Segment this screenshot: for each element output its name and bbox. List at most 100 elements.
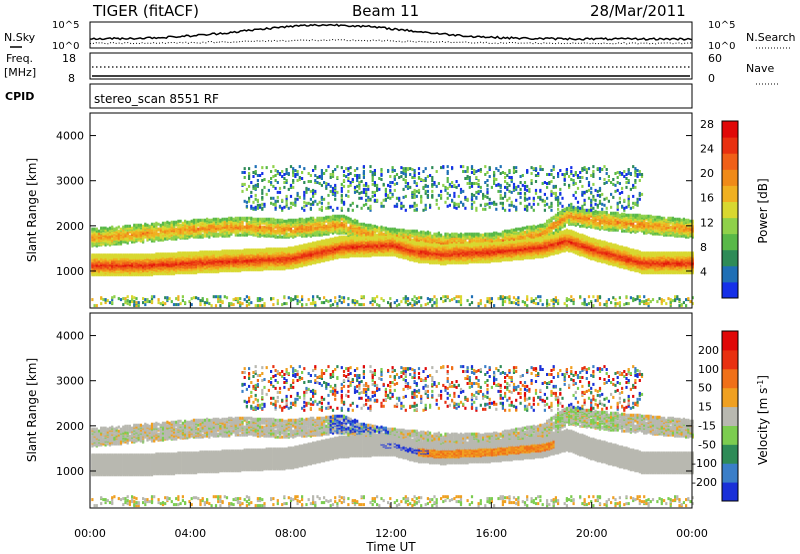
power-cell <box>331 189 335 193</box>
power-cell <box>131 253 134 257</box>
power-cell <box>93 253 96 257</box>
power-cell <box>267 188 270 192</box>
power-cell <box>331 173 335 176</box>
power-cell <box>241 171 244 174</box>
power-cell <box>199 302 202 306</box>
power-cell <box>334 168 337 171</box>
power-cell <box>164 221 167 225</box>
power-cell <box>303 167 306 171</box>
power-cell <box>159 223 162 227</box>
power-cell <box>135 223 138 227</box>
power-cell <box>292 229 295 233</box>
power-cell <box>296 170 299 173</box>
power-cell <box>122 253 125 257</box>
power-cell <box>217 250 220 254</box>
power-cell <box>228 302 231 306</box>
power-cell <box>259 225 262 229</box>
power-cell <box>95 227 98 231</box>
power-cell <box>250 181 253 184</box>
power-cell <box>327 300 330 304</box>
power-cell <box>287 187 290 191</box>
power-cell <box>336 165 339 169</box>
power-cell <box>338 295 341 299</box>
power-cell <box>309 180 312 183</box>
power-cell <box>367 206 370 210</box>
power-cell <box>276 235 279 239</box>
power-cell <box>243 298 246 302</box>
power-cell <box>133 230 136 234</box>
power-cell <box>230 302 233 306</box>
power-cell <box>256 217 259 221</box>
power-cell <box>219 218 222 222</box>
power-cell <box>371 182 374 186</box>
power-cell <box>274 169 277 172</box>
power-cell <box>318 216 321 220</box>
power-cell <box>276 190 279 194</box>
power-cell <box>261 188 264 192</box>
power-cell <box>181 295 184 299</box>
power-cell <box>340 182 343 186</box>
power-cell <box>164 252 167 256</box>
power-cell <box>111 239 114 243</box>
power-cell <box>214 217 218 221</box>
power-cell <box>228 224 231 228</box>
power-cell <box>362 225 365 229</box>
power-cell <box>316 226 319 230</box>
power-cell <box>296 218 299 222</box>
power-cell <box>353 218 357 222</box>
power-cell <box>365 182 368 185</box>
power-cell <box>206 298 209 302</box>
power-cell <box>362 170 365 173</box>
power-cell <box>177 251 180 255</box>
power-cell <box>323 181 326 184</box>
power-cell <box>128 224 131 228</box>
power-cell <box>314 174 317 177</box>
power-cell <box>342 300 346 304</box>
power-cell <box>172 303 176 307</box>
power-cell <box>360 222 363 226</box>
power-cell <box>351 201 354 205</box>
power-cell <box>131 226 134 230</box>
power-cell <box>329 189 332 193</box>
power-cell <box>294 169 297 172</box>
power-cell <box>340 189 343 193</box>
power-cell <box>265 247 268 251</box>
power-cell <box>278 172 282 175</box>
power-cell <box>144 300 147 304</box>
power-cell <box>336 236 339 240</box>
power-cell <box>256 304 259 308</box>
power-cell <box>340 193 343 197</box>
power-cell <box>248 216 251 220</box>
power-cell <box>146 253 149 257</box>
power-cell <box>166 224 169 228</box>
mhz-label: [MHz] <box>4 66 36 79</box>
power-cell <box>144 225 147 229</box>
power-cell <box>100 302 103 306</box>
power-cell <box>336 214 339 218</box>
power-cell <box>285 168 288 171</box>
power-cell <box>274 174 277 177</box>
power-cell <box>214 295 218 299</box>
power-cell <box>126 302 129 306</box>
power-cell <box>234 297 237 301</box>
power-cell <box>327 215 330 219</box>
power-cell <box>365 187 368 191</box>
power-cell <box>283 205 286 209</box>
power-cell <box>362 183 365 187</box>
power-cell <box>292 201 295 205</box>
power-cell <box>131 300 134 304</box>
power-cell <box>296 245 299 249</box>
power-cell <box>312 194 315 198</box>
power-cell <box>148 232 151 236</box>
power-cell <box>239 216 242 220</box>
power-cell <box>248 248 251 252</box>
power-cell <box>206 250 209 254</box>
power-cell <box>261 248 264 252</box>
power-cell <box>309 206 312 210</box>
power-cell <box>292 246 295 250</box>
power-cell <box>329 215 332 219</box>
power-cell <box>144 253 147 257</box>
power-cell <box>270 297 273 301</box>
power-cell <box>312 226 315 230</box>
power-cell <box>367 198 370 202</box>
